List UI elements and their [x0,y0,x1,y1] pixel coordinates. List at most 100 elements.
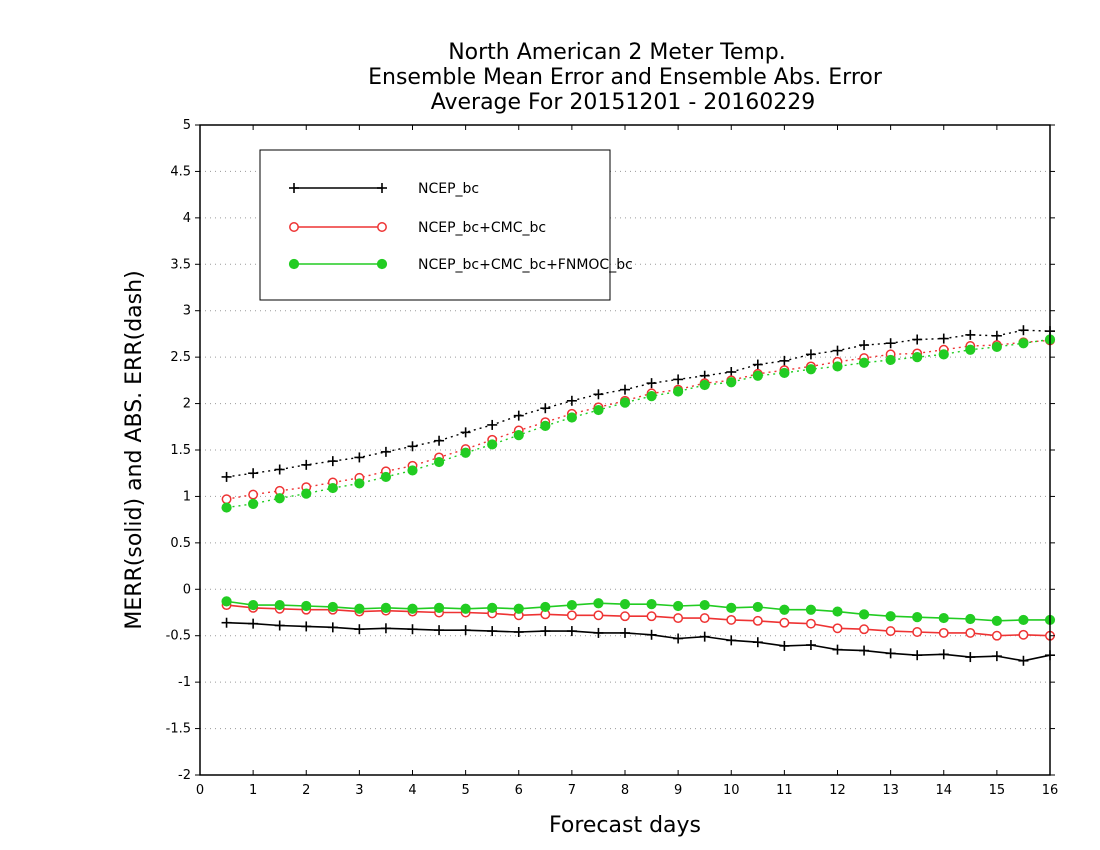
series-0-merr-point-6 [380,623,391,634]
series-2-merr-point-11 [513,603,524,614]
series-0-abs-err-point-7 [407,441,418,452]
series-1-abs-err-line [226,339,1051,500]
y-tick-label-7: 1.5 [170,443,191,458]
x-tick-label-11: 11 [776,783,793,798]
series-2-merr-point-25 [885,611,896,622]
y-axis: -2 -1.5 -1 -0.5 0 0.5 1 1.5 2 2.5 3 3.5 4 4.5 5 [166,118,1055,783]
series-0-merr-point-13 [566,626,577,637]
series-0-abs-err-point-23 [832,345,843,356]
series-0-merr-point-5 [354,624,365,635]
series-2-merr-point-24 [858,609,870,620]
series-0-abs-err-point-1 [248,468,259,479]
series-2-abs-err-point-23 [832,361,843,372]
series-0-abs-err-point-26 [912,334,923,345]
series-0-abs-err-point-28 [965,329,976,340]
chart-title-line-2: Ensemble Mean Error and Ensemble Abs. Er… [368,65,883,90]
x-tick-label-4: 4 [408,783,416,798]
series-2-abs-err-point-2 [274,493,285,504]
series-0-merr-point-4 [327,622,338,633]
series-0-merr-point-14 [593,627,604,638]
series-1-merr-point-17 [673,613,684,624]
series-2-abs-err-point-25 [885,354,896,366]
series-2-merr-point-10 [487,602,498,613]
series-1-abs-err-point-0 [221,494,232,505]
legend-marker-start-1 [289,222,299,232]
x-axis-label: Forecast days [549,813,701,838]
series-2-abs-err-point-27 [938,349,949,360]
series-0-merr-point-11 [513,627,524,637]
series-0 [221,325,1055,666]
series-0-merr-point-20 [752,637,763,648]
y-tick-label-2: -1 [178,675,191,690]
series-0-abs-err-point-8 [434,435,445,446]
x-tick-label-16: 16 [1042,783,1059,798]
series-1-merr-point-20 [752,615,763,626]
x-tick-label-5: 5 [461,783,469,798]
legend-label-0: NCEP_bc [418,181,479,197]
series-2-abs-err-point-24 [858,357,870,368]
series-0-abs-err-point-9 [460,427,471,438]
series-2-abs-err-point-8 [433,456,445,468]
x-tick-label-10: 10 [723,783,740,798]
series-2-abs-err-point-3 [301,488,312,499]
series-2-abs-err-point-0 [221,502,232,513]
series-2-merr-point-15 [619,599,631,610]
y-tick-label-0: -2 [178,768,191,783]
series-2-merr-point-29 [991,615,1002,626]
series-2-merr-point-13 [566,599,577,611]
x-tick-label-1: 1 [249,783,257,798]
series-2 [221,334,1056,626]
series-1 [221,335,1055,641]
series-2-abs-err-point-10 [487,439,498,450]
series-0-merr-point-0 [221,617,232,628]
series-0-abs-err-point-11 [513,410,524,421]
series-0-abs-err-point-5 [354,452,365,463]
series-0-merr-point-28 [965,652,976,663]
series-2-merr-point-14 [593,598,604,609]
series-2-abs-err-point-21 [779,367,790,379]
series-0-abs-err-point-14 [593,389,604,400]
series-1-merr-point-13 [566,610,577,621]
series-2-merr-point-12 [540,601,551,613]
y-tick-label-3: -0.5 [166,629,191,644]
series-1-merr-point-16 [646,611,657,622]
x-tick-label-6: 6 [515,783,523,798]
series-0-merr-point-29 [991,651,1002,662]
series-2-abs-err-point-7 [407,465,418,476]
series-0-merr-point-8 [434,625,445,636]
x-tick-label-12: 12 [829,783,846,798]
series-2-merr-point-1 [248,599,259,611]
series-0-merr-point-24 [859,645,870,656]
series-0-abs-err-point-19 [726,367,737,377]
series-0-merr-point-19 [726,635,737,646]
series-0-abs-err-point-3 [301,459,312,470]
series-0-abs-err-point-15 [620,384,630,395]
legend-marker-end-2 [376,258,388,270]
series-2-merr-point-16 [646,599,657,610]
series-2-abs-err-point-28 [965,344,976,355]
series-2-merr-point-26 [912,612,923,623]
series-0-abs-err-point-16 [646,378,657,389]
series-0-abs-err-point-22 [805,349,816,360]
series-2-merr-point-3 [301,600,312,612]
y-tick-label-8: 2 [183,397,191,412]
legend-box [259,149,611,301]
y-tick-label-9: 2.5 [170,350,191,365]
legend-marker-start-2 [288,258,300,270]
series-0-abs-err-point-30 [1018,325,1029,336]
series-2-merr-point-27 [938,612,949,624]
series-0-abs-err-point-29 [991,330,1002,341]
series-1-merr-point-14 [593,610,604,621]
series-2-merr-point-17 [673,600,684,612]
series-2-merr-point-18 [699,599,710,611]
series-2-abs-err-line [226,338,1051,509]
series-1-merr-point-27 [938,627,949,638]
series-2-merr-point-8 [433,602,445,613]
series-1-merr-point-15 [620,611,630,622]
series-0-merr-point-25 [885,648,896,659]
x-tick-label-15: 15 [989,783,1006,798]
series-0-abs-err-point-21 [779,355,790,366]
y-tick-label-6: 1 [183,489,191,504]
series-2-merr-point-23 [832,606,843,617]
series-0-abs-err-point-6 [380,446,391,457]
